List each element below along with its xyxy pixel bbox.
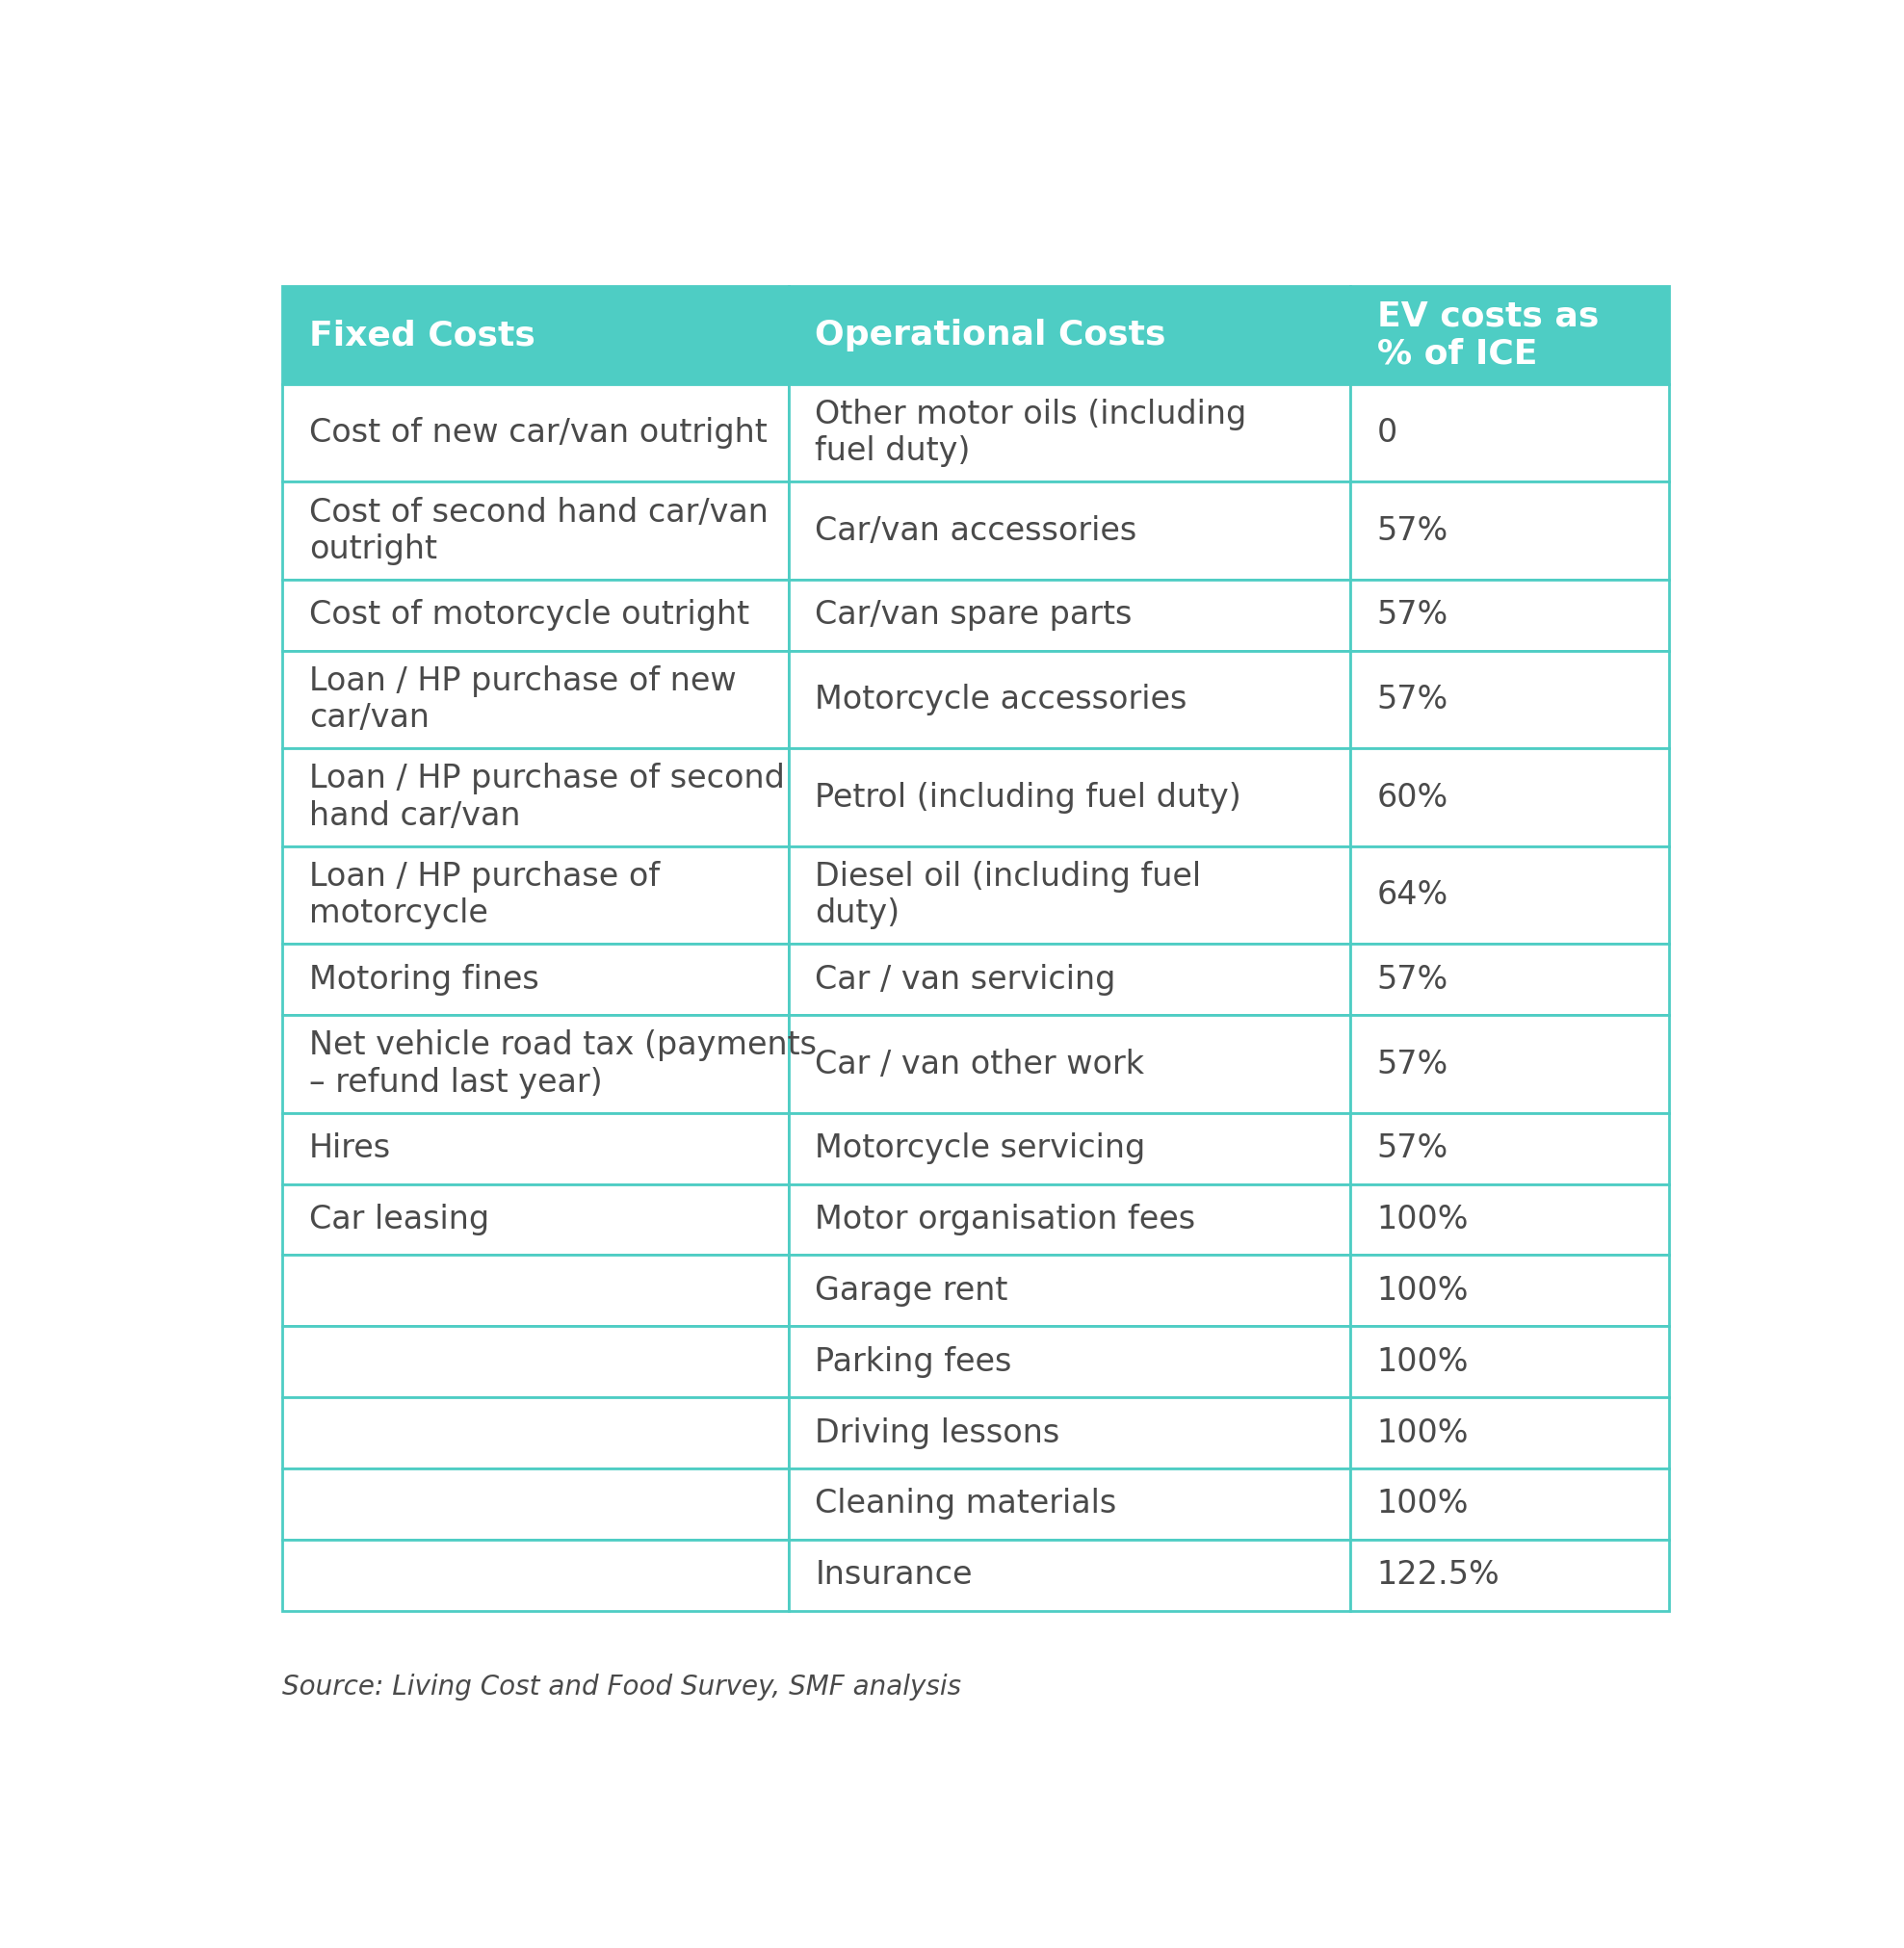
Text: Cost of new car/van outright: Cost of new car/van outright <box>308 417 767 448</box>
Bar <box>1350 1112 1670 1184</box>
Text: Hires: Hires <box>308 1132 390 1165</box>
Bar <box>282 581 788 651</box>
Bar <box>282 384 788 481</box>
Text: Insurance: Insurance <box>815 1558 973 1592</box>
Text: 57%: 57% <box>1377 684 1449 715</box>
Bar <box>282 1469 788 1539</box>
Text: Car leasing: Car leasing <box>308 1204 489 1235</box>
Text: 122.5%: 122.5% <box>1377 1558 1500 1592</box>
Text: Cleaning materials: Cleaning materials <box>815 1488 1118 1519</box>
Text: Diesel oil (including fuel
duty): Diesel oil (including fuel duty) <box>815 861 1201 929</box>
Bar <box>1350 845 1670 945</box>
Bar <box>1350 481 1670 581</box>
Text: Car/van accessories: Car/van accessories <box>815 514 1137 547</box>
Bar <box>788 581 1350 651</box>
Bar <box>788 286 1350 384</box>
Bar <box>282 748 788 845</box>
Text: Parking fees: Parking fees <box>815 1346 1011 1377</box>
Bar <box>1350 384 1670 481</box>
Bar <box>788 1397 1350 1469</box>
Bar <box>1350 286 1670 384</box>
Bar <box>788 384 1350 481</box>
Text: 0: 0 <box>1377 417 1398 448</box>
Text: Cost of motorcycle outright: Cost of motorcycle outright <box>308 600 748 631</box>
Bar <box>1350 1184 1670 1255</box>
Text: 100%: 100% <box>1377 1416 1468 1449</box>
Text: Petrol (including fuel duty): Petrol (including fuel duty) <box>815 781 1241 812</box>
Bar <box>788 1255 1350 1327</box>
Bar <box>282 845 788 945</box>
Bar <box>282 1397 788 1469</box>
Bar <box>1350 581 1670 651</box>
Bar <box>788 748 1350 845</box>
Text: 100%: 100% <box>1377 1204 1468 1235</box>
Bar <box>1350 1469 1670 1539</box>
Text: Motorcycle servicing: Motorcycle servicing <box>815 1132 1146 1165</box>
Bar <box>788 945 1350 1015</box>
Bar <box>1350 651 1670 748</box>
Bar <box>282 651 788 748</box>
Bar <box>788 1539 1350 1611</box>
Text: Motorcycle accessories: Motorcycle accessories <box>815 684 1188 715</box>
Text: Motor organisation fees: Motor organisation fees <box>815 1204 1196 1235</box>
Bar <box>282 1015 788 1112</box>
Text: 57%: 57% <box>1377 514 1449 547</box>
Bar <box>282 1184 788 1255</box>
Bar <box>1350 1397 1670 1469</box>
Bar <box>788 1112 1350 1184</box>
Bar <box>1350 1327 1670 1397</box>
Text: 64%: 64% <box>1377 879 1449 912</box>
Text: Car / van servicing: Car / van servicing <box>815 964 1116 995</box>
Text: Net vehicle road tax (payments
– refund last year): Net vehicle road tax (payments – refund … <box>308 1030 817 1099</box>
Bar <box>788 1327 1350 1397</box>
Bar <box>1350 1015 1670 1112</box>
Text: Loan / HP purchase of second
hand car/van: Loan / HP purchase of second hand car/va… <box>308 764 784 832</box>
Text: Loan / HP purchase of
motorcycle: Loan / HP purchase of motorcycle <box>308 861 659 929</box>
Text: EV costs as
% of ICE: EV costs as % of ICE <box>1377 300 1599 370</box>
Bar <box>282 1112 788 1184</box>
Text: 57%: 57% <box>1377 600 1449 631</box>
Text: 57%: 57% <box>1377 964 1449 995</box>
Bar <box>282 945 788 1015</box>
Bar <box>282 1327 788 1397</box>
Text: 100%: 100% <box>1377 1274 1468 1307</box>
Text: Source: Living Cost and Food Survey, SMF analysis: Source: Living Cost and Food Survey, SMF… <box>282 1673 962 1701</box>
Text: Car/van spare parts: Car/van spare parts <box>815 600 1133 631</box>
Bar <box>788 845 1350 945</box>
Text: 57%: 57% <box>1377 1048 1449 1079</box>
Bar <box>282 481 788 581</box>
Text: Cost of second hand car/van
outright: Cost of second hand car/van outright <box>308 497 767 565</box>
Text: Loan / HP purchase of new
car/van: Loan / HP purchase of new car/van <box>308 666 737 734</box>
Bar <box>1350 748 1670 845</box>
Bar <box>282 286 788 384</box>
Text: Car / van other work: Car / van other work <box>815 1048 1144 1079</box>
Text: Operational Costs: Operational Costs <box>815 319 1165 351</box>
Text: 60%: 60% <box>1377 781 1449 812</box>
Text: 100%: 100% <box>1377 1488 1468 1519</box>
Bar <box>788 651 1350 748</box>
Bar <box>1350 1255 1670 1327</box>
Text: Motoring fines: Motoring fines <box>308 964 539 995</box>
Bar <box>788 1184 1350 1255</box>
Bar <box>1350 1539 1670 1611</box>
Text: Other motor oils (including
fuel duty): Other motor oils (including fuel duty) <box>815 399 1247 468</box>
Text: 100%: 100% <box>1377 1346 1468 1377</box>
Text: Fixed Costs: Fixed Costs <box>308 319 535 351</box>
Bar <box>282 1255 788 1327</box>
Text: Driving lessons: Driving lessons <box>815 1416 1061 1449</box>
Bar <box>788 481 1350 581</box>
Text: 57%: 57% <box>1377 1132 1449 1165</box>
Text: Garage rent: Garage rent <box>815 1274 1007 1307</box>
Bar <box>788 1015 1350 1112</box>
Bar <box>1350 945 1670 1015</box>
Bar <box>788 1469 1350 1539</box>
Bar <box>282 1539 788 1611</box>
